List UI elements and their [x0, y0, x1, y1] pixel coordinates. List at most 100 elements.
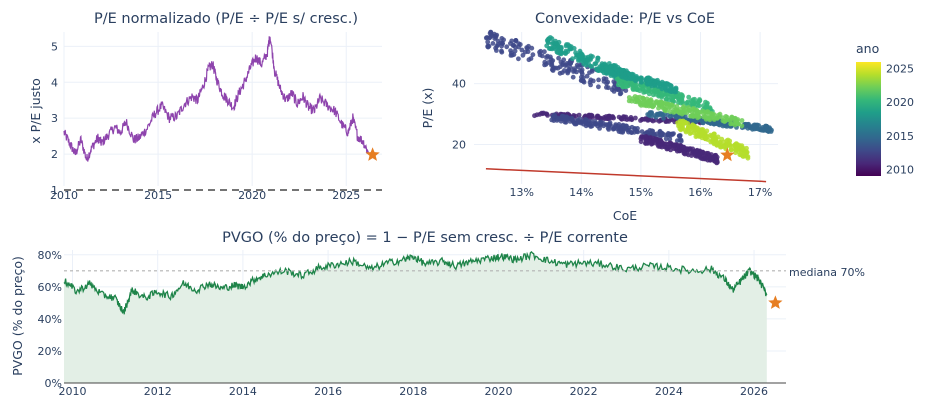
- chart2-scatter-point: [544, 43, 550, 49]
- chart2-scatter-point: [742, 151, 747, 156]
- chart2-scatter-point: [538, 48, 543, 54]
- chart3-xtick: 2010: [59, 385, 87, 398]
- chart2-scatter-point: [548, 56, 554, 62]
- chart2-scatter-point: [628, 115, 634, 120]
- chart2-scatter-point: [705, 109, 711, 115]
- chart2-scatter-point: [707, 117, 713, 123]
- chart1-ytick: 5: [51, 40, 58, 53]
- chart2-scatter-point: [492, 36, 498, 41]
- chart2-scatter-point: [638, 139, 644, 145]
- chart3-ytick: 20%: [38, 345, 62, 358]
- chart2-scatter-point: [532, 113, 537, 119]
- chart2-scatter-point: [717, 111, 723, 117]
- chart2-scatter-point: [563, 51, 569, 56]
- chart2-scatter-point: [728, 147, 734, 153]
- chart2-scatter-point: [585, 57, 591, 63]
- chart-pe-normalizado: P/E normalizado (P/E ÷ P/E s/ cresc.) 1 2 3…: [28, 11, 382, 202]
- chart3-xtick: 2026: [740, 385, 768, 398]
- chart2-current-star-marker: [720, 147, 735, 162]
- chart1-series-line: [63, 36, 370, 162]
- chart2-scatter-point: [554, 41, 560, 46]
- chart2-scatter-point: [621, 114, 627, 120]
- chart2-scatter-point: [537, 112, 543, 117]
- chart2-scatter-point: [623, 88, 629, 93]
- chart2-scatter-point: [699, 130, 705, 135]
- chart2-scatter-point: [524, 45, 530, 50]
- chart2-scatter-point: [639, 134, 644, 140]
- chart2-scatter-point: [655, 77, 660, 83]
- chart2-scatter-point: [641, 97, 647, 103]
- chart2-scatter-point: [674, 104, 680, 109]
- chart2-scatter-point: [650, 118, 656, 124]
- chart2-scatter-point: [646, 91, 652, 97]
- chart2-scatter-point: [650, 81, 656, 87]
- chart1-ylabel: x P/E justo: [28, 78, 43, 143]
- chart2-scatter-point: [633, 115, 638, 121]
- chart2-scatter-point: [677, 126, 683, 132]
- chart2-scatter-point: [635, 129, 641, 135]
- chart2-scatter-point: [705, 100, 710, 106]
- chart2-scatter-point: [676, 143, 682, 148]
- chart2-scatter-point: [714, 142, 720, 148]
- chart1-ytick: 2: [51, 148, 58, 161]
- chart2-scatter-point: [617, 91, 623, 97]
- chart3-xtick: 2024: [655, 385, 683, 398]
- chart2-scatter-point: [645, 112, 651, 117]
- chart2-scatter-point: [629, 72, 635, 78]
- chart2-colorbar-tick: 2020: [886, 96, 914, 109]
- chart2-scatter-point: [702, 114, 708, 120]
- chart2-scatter-point: [740, 147, 746, 153]
- chart2-ytick: 20: [452, 138, 466, 151]
- chart1-xtick: 2015: [144, 189, 172, 202]
- chart2-scatter-point: [656, 118, 662, 124]
- chart2-scatter-point: [570, 74, 576, 80]
- chart2-scatter-point: [657, 132, 663, 138]
- chart2-scatter-point: [558, 49, 564, 55]
- chart2-scatter-point: [666, 94, 671, 99]
- chart2-scatter-point: [530, 52, 536, 58]
- chart2-scatter-point: [630, 86, 636, 91]
- chart2-scatter-point: [750, 123, 756, 128]
- chart3-series-line: [63, 251, 768, 315]
- chart3-title: PVGO (% do preço) = 1 − P/E sem cresc. ÷…: [222, 230, 628, 246]
- chart2-scatter-point: [678, 138, 684, 144]
- chart2-scatter-point: [659, 111, 665, 117]
- chart2-scatter-point: [637, 99, 642, 105]
- chart2-scatter-point: [764, 128, 770, 134]
- chart2-scatter-point: [583, 117, 588, 122]
- chart2-scatter-point: [701, 103, 706, 109]
- chart2-scatter-point: [694, 133, 700, 139]
- chart2-scatter-point: [598, 120, 604, 126]
- chart2-scatter-point: [628, 130, 634, 135]
- chart2-scatter-point: [662, 107, 668, 113]
- chart2-scatter-point: [517, 42, 523, 47]
- chart2-scatter-point: [689, 99, 695, 105]
- chart3-xtick: 2022: [570, 385, 598, 398]
- chart2-scatter-point: [512, 48, 518, 54]
- chart2-scatter-point: [577, 48, 583, 54]
- chart2-scatter-point: [728, 121, 734, 127]
- chart2-scatter-point: [549, 45, 555, 51]
- chart1-current-star-marker: [365, 147, 380, 161]
- chart2-scatter-point: [504, 44, 510, 50]
- chart2-scatter-point: [652, 87, 658, 93]
- chart2-scatter-point: [673, 113, 679, 119]
- chart2-scatter-point: [644, 75, 650, 81]
- chart2-scatter-point: [653, 92, 659, 97]
- chart2-scatter-point: [526, 57, 532, 63]
- chart2-scatter-point: [588, 77, 594, 83]
- chart2-scatter-point: [592, 61, 598, 67]
- chart2-scatter-point: [539, 53, 545, 59]
- chart2-scatter-point: [713, 136, 719, 142]
- chart2-scatter-point: [550, 114, 556, 119]
- chart2-colorbar-title: ano: [856, 41, 879, 56]
- chart2-scatter-point: [677, 118, 683, 124]
- chart2-scatter-point: [563, 63, 568, 68]
- chart2-scatter-point: [674, 148, 680, 154]
- chart2-scatter-point: [642, 89, 648, 94]
- chart2-scatter-point: [561, 57, 567, 63]
- chart2-scatter-point: [625, 71, 631, 77]
- chart3-ytick: 80%: [38, 249, 62, 262]
- chart2-scatter-point: [653, 114, 659, 120]
